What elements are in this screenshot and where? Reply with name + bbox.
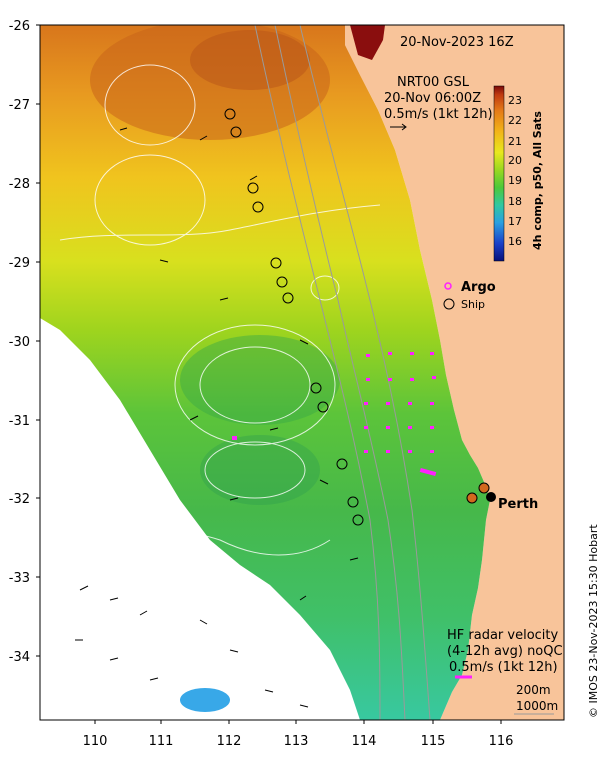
- lon-tick: 111: [149, 734, 174, 749]
- lat-tick: -27: [9, 98, 30, 113]
- cb-tick: 17: [508, 215, 522, 228]
- cb-tick: 23: [508, 94, 522, 107]
- cb-tick: 22: [508, 114, 522, 127]
- lon-tick: 113: [284, 734, 309, 749]
- lat-tick: -29: [9, 256, 30, 271]
- lat-tick: -31: [9, 414, 30, 429]
- gsl-line3: 0.5m/s (1kt 12h): [384, 107, 493, 122]
- cb-tick: 16: [508, 235, 522, 248]
- lat-axis: -26 -27 -28 -29 -30 -31 -32 -33 -34: [9, 19, 40, 665]
- colorbar: 23 22 21 20 19 18 17 16 4h comp, p50, Al…: [493, 85, 544, 262]
- lat-tick: -34: [9, 650, 30, 665]
- lat-tick: -33: [9, 571, 30, 586]
- map-title: 20-Nov-2023 16Z: [400, 35, 514, 50]
- lon-axis: 110 111 112 113 114 115 116: [83, 720, 514, 749]
- cb-tick: 18: [508, 195, 522, 208]
- cb-tick: 19: [508, 174, 522, 187]
- argo-legend-label: Argo: [461, 280, 496, 295]
- gsl-line2: 20-Nov 06:00Z: [384, 91, 481, 106]
- lon-tick: 110: [83, 734, 108, 749]
- hf-line1: HF radar velocity: [447, 628, 559, 643]
- argo-legend-icon: [444, 282, 452, 290]
- hf-line2: (4-12h avg) noQC: [447, 644, 563, 659]
- marker-legend: Argo Ship: [443, 280, 496, 311]
- lat-tick: -28: [9, 177, 30, 192]
- colorbar-label: 4h comp, p50, All Sats: [531, 111, 544, 250]
- lat-tick: -26: [9, 19, 30, 34]
- lon-tick: 114: [352, 734, 377, 749]
- current-vectors: [75, 127, 359, 708]
- depth-1000-label: 1000m: [516, 699, 558, 713]
- hf-line3: 0.5m/s (1kt 12h): [449, 660, 558, 675]
- perth-marker: [486, 492, 496, 502]
- cb-tick: 20: [508, 154, 522, 167]
- city-label: Perth: [498, 497, 538, 512]
- sst-contours: [49, 64, 381, 561]
- lon-tick: 112: [217, 734, 242, 749]
- ship-legend-icon: [443, 298, 455, 310]
- cb-tick: 21: [508, 135, 522, 148]
- land-mass: [340, 25, 564, 720]
- lon-tick: 115: [421, 734, 446, 749]
- lon-tick: 116: [489, 734, 514, 749]
- sst-field: [40, 25, 490, 720]
- plot-frame: [39, 24, 565, 721]
- map-area: [40, 25, 564, 720]
- ship-track: [224, 108, 364, 526]
- gsl-line1: NRT00 GSL: [397, 75, 470, 90]
- argo-floats: [232, 352, 437, 477]
- lat-tick: -30: [9, 335, 30, 350]
- credit-text: © IMOS 23-Nov-2023 15:30 Hobart: [587, 524, 600, 718]
- depth-200-label: 200m: [516, 683, 551, 697]
- ship-legend-label: Ship: [461, 298, 485, 311]
- lat-tick: -32: [9, 492, 30, 507]
